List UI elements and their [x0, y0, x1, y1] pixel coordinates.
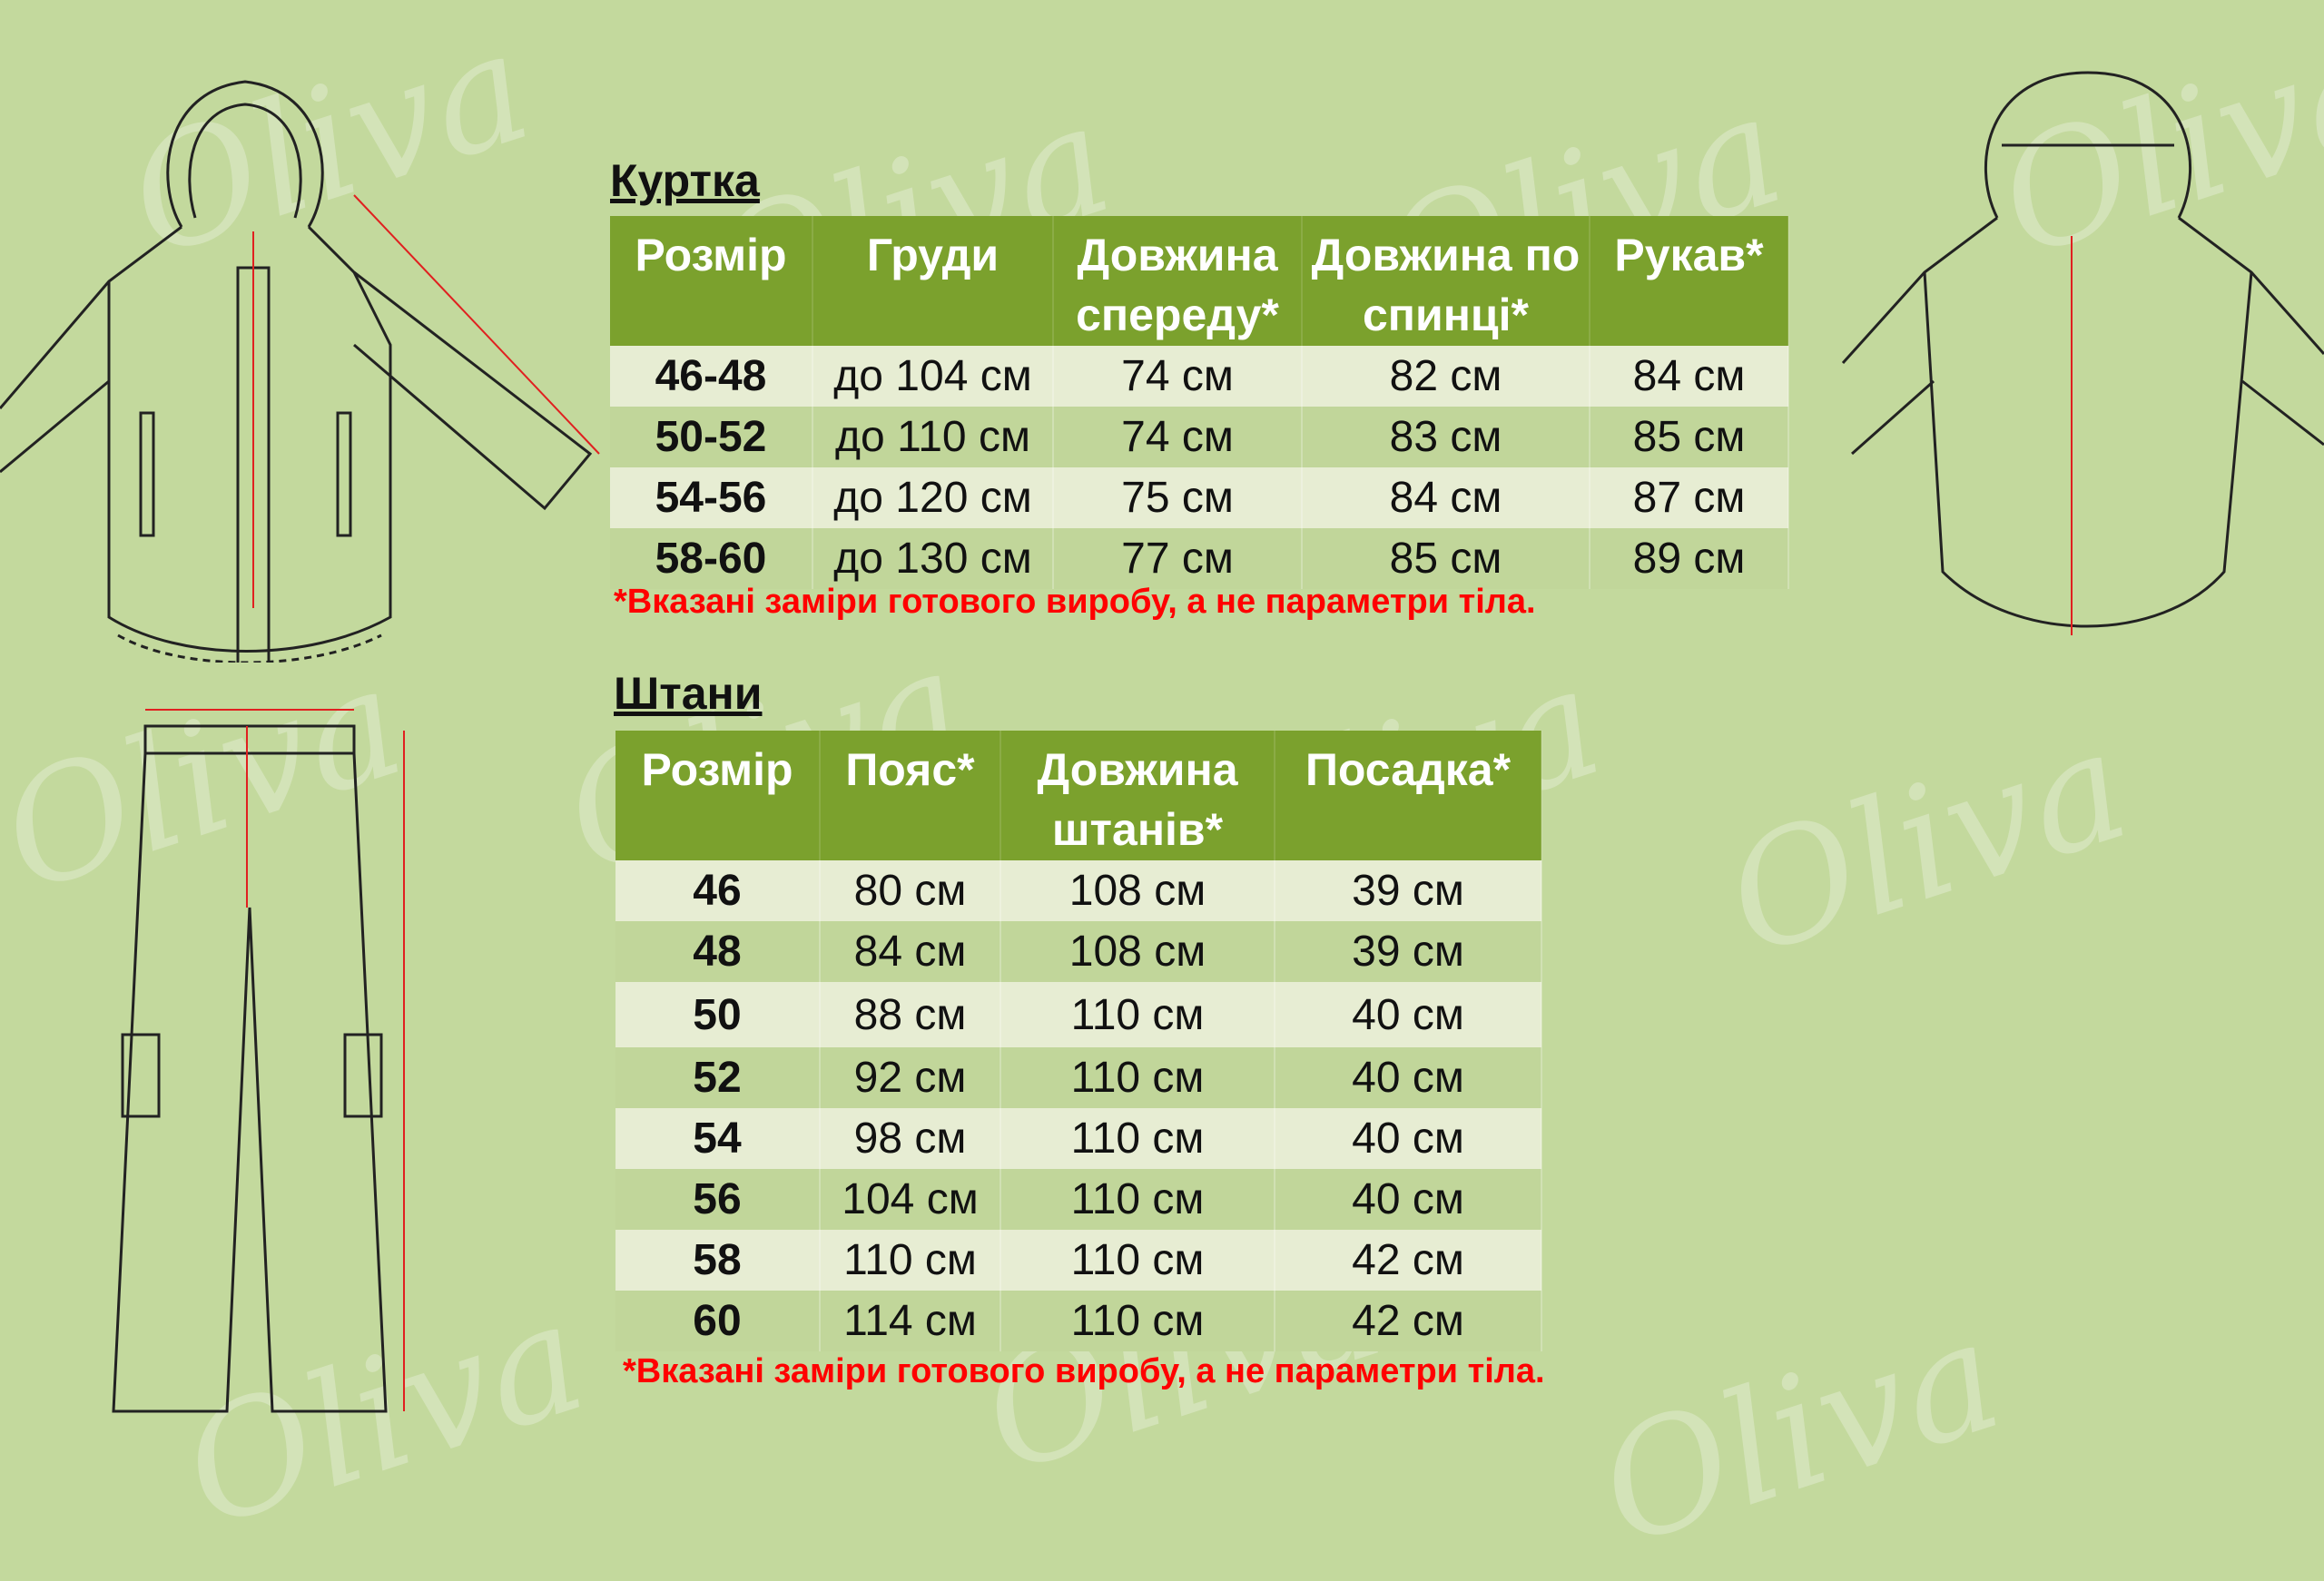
column-header: Пояс* [820, 731, 1001, 860]
cell: 85 см [1302, 528, 1590, 589]
watermark-logo: Oliva [1580, 1285, 2021, 1581]
cell: 110 см [1000, 1108, 1275, 1169]
cell: 98 см [820, 1108, 1001, 1169]
cell: до 120 см [812, 467, 1054, 528]
cell: 80 см [820, 860, 1001, 921]
cell-size: 52 [615, 1047, 821, 1108]
cell: 110 см [1000, 1291, 1275, 1351]
cell: 39 см [1275, 860, 1542, 921]
cell: 110 см [1000, 1047, 1275, 1108]
cell: 110 см [1000, 1230, 1275, 1291]
table-row: 58 110 см 110 см 42 см [615, 1230, 1542, 1291]
cell: 40 см [1275, 1169, 1542, 1230]
jacket-front-drawing [0, 80, 600, 663]
cell-size: 50-52 [610, 407, 813, 467]
table-row: 54 98 см 110 см 40 см [615, 1108, 1542, 1169]
cell: 42 см [1275, 1291, 1542, 1351]
cell: 108 см [1000, 921, 1275, 982]
column-header: Довжина спереду* [1053, 216, 1303, 346]
cell-size: 58 [615, 1230, 821, 1291]
cell: 110 см [820, 1230, 1001, 1291]
cell: до 104 см [812, 346, 1054, 407]
jacket-title: Куртка [610, 155, 760, 206]
cell-size: 46 [615, 860, 821, 921]
cell: до 110 см [812, 407, 1054, 467]
cell: 40 см [1275, 982, 1542, 1047]
column-header: Груди [812, 216, 1054, 346]
cell: 74 см [1053, 346, 1303, 407]
cell: 110 см [1000, 982, 1275, 1047]
cell-size: 56 [615, 1169, 821, 1230]
table-row: 50-52 до 110 см 74 см 83 см 85 см [610, 407, 1789, 467]
pants-size-table: Розмір Пояс* Довжина штанів* Посадка* 46… [615, 731, 1542, 1351]
cell: 92 см [820, 1047, 1001, 1108]
cell: 84 см [820, 921, 1001, 982]
table-row: 58-60 до 130 см 77 см 85 см 89 см [610, 528, 1789, 589]
cell: 40 см [1275, 1108, 1542, 1169]
column-header: Розмір [610, 216, 813, 346]
cell: 108 см [1000, 860, 1275, 921]
cell: 74 см [1053, 407, 1303, 467]
jacket-back-drawing [1841, 71, 2324, 635]
pants-title: Штани [614, 668, 763, 719]
cell-size: 54-56 [610, 467, 813, 528]
cell-size: 46-48 [610, 346, 813, 407]
cell: 40 см [1275, 1047, 1542, 1108]
cell: 88 см [820, 982, 1001, 1047]
cell: 114 см [820, 1291, 1001, 1351]
cell: 87 см [1590, 467, 1789, 528]
cell-size: 54 [615, 1108, 821, 1169]
cell: 82 см [1302, 346, 1590, 407]
cell: 110 см [1000, 1169, 1275, 1230]
column-header: Розмір [615, 731, 821, 860]
cell: 84 см [1302, 467, 1590, 528]
cell-size: 48 [615, 921, 821, 982]
cell-size: 50 [615, 982, 821, 1047]
cell: 77 см [1053, 528, 1303, 589]
table-row: 50 88 см 110 см 40 см [615, 982, 1542, 1047]
cell: 85 см [1590, 407, 1789, 467]
watermark-logo: Oliva [1707, 695, 2148, 991]
cell: 89 см [1590, 528, 1789, 589]
jacket-size-table: Розмір Груди Довжина спереду* Довжина по… [610, 216, 1789, 589]
table-header-row: Розмір Пояс* Довжина штанів* Посадка* [615, 731, 1542, 860]
table-row: 48 84 см 108 см 39 см [615, 921, 1542, 982]
cell-size: 60 [615, 1291, 821, 1351]
table-row: 52 92 см 110 см 40 см [615, 1047, 1542, 1108]
column-header: Довжина по спинці* [1302, 216, 1590, 346]
cell: 104 см [820, 1169, 1001, 1230]
table-row: 60 114 см 110 см 42 см [615, 1291, 1542, 1351]
table-row: 46 80 см 108 см 39 см [615, 860, 1542, 921]
table-row: 54-56 до 120 см 75 см 84 см 87 см [610, 467, 1789, 528]
table-row: 56 104 см 110 см 40 см [615, 1169, 1542, 1230]
cell: 42 см [1275, 1230, 1542, 1291]
cell-size: 58-60 [610, 528, 813, 589]
pants-footnote: *Вказані заміри готового виробу, а не па… [623, 1352, 1545, 1390]
cell: 83 см [1302, 407, 1590, 467]
column-header: Посадка* [1275, 731, 1542, 860]
column-header: Рукав* [1590, 216, 1789, 346]
pants-drawing [112, 709, 405, 1413]
table-header-row: Розмір Груди Довжина спереду* Довжина по… [610, 216, 1789, 346]
cell: до 130 см [812, 528, 1054, 589]
cell: 84 см [1590, 346, 1789, 407]
table-row: 46-48 до 104 см 74 см 82 см 84 см [610, 346, 1789, 407]
column-header: Довжина штанів* [1000, 731, 1275, 860]
cell: 75 см [1053, 467, 1303, 528]
cell: 39 см [1275, 921, 1542, 982]
jacket-footnote: *Вказані заміри готового виробу, а не па… [614, 583, 1536, 621]
